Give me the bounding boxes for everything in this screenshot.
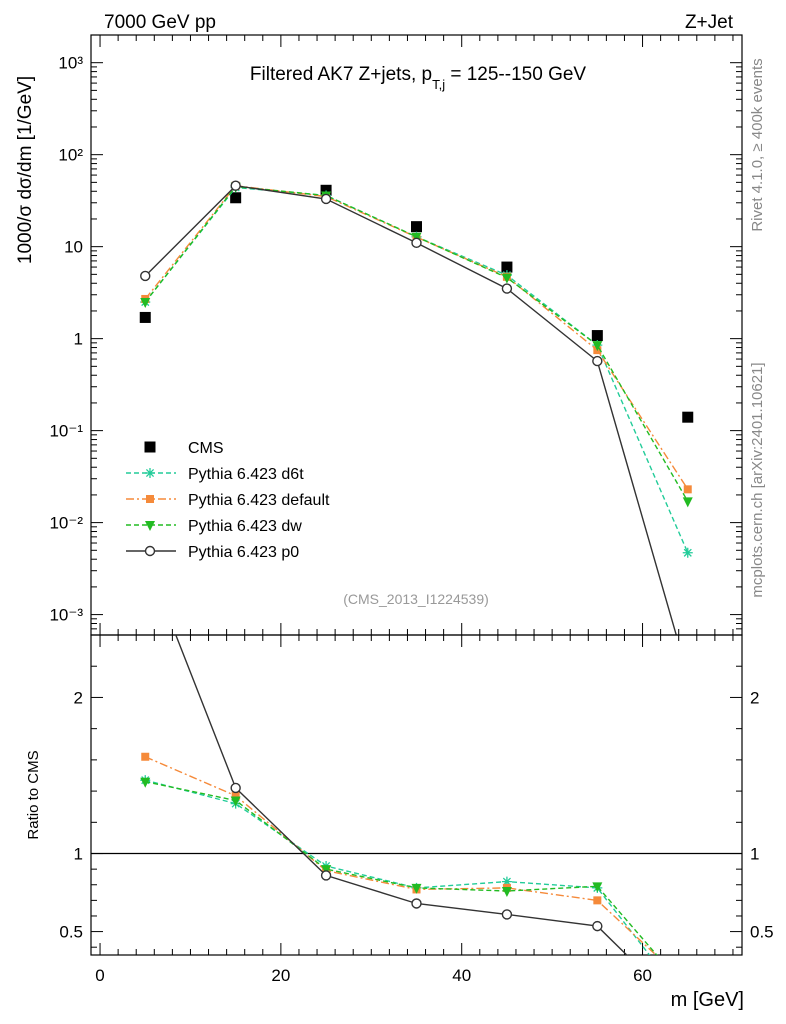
main-ytick-label: 10⁻³ <box>49 606 83 625</box>
main-ylabel: 1000/σ dσ/dm [1/GeV] <box>15 76 36 264</box>
main-point-cms <box>230 192 242 204</box>
xtick-label: 0 <box>95 966 104 985</box>
ratio-point-pythia-6-423-d6t <box>501 876 512 887</box>
main-point-pythia-6-423-p0 <box>411 237 422 249</box>
energy-label: 7000 GeV pp <box>104 12 216 33</box>
main-ytick-label: 10² <box>58 146 83 165</box>
mcplots-label: mcplots.cern.ch [arXiv:2401.10621] <box>749 362 766 597</box>
main-title: Filtered AK7 Z+jets, pT,j = 125--150 GeV <box>250 64 587 92</box>
main-axis-ticks <box>91 34 742 636</box>
main-ytick-label: 10⁻² <box>49 514 83 533</box>
xtick-label: 60 <box>633 966 652 985</box>
ratio-point-pythia-6-423-default <box>684 981 692 989</box>
legend-entry-cms: CMS <box>144 440 224 457</box>
ratio-point-pythia-6-423-default <box>231 791 240 800</box>
ratio-point-pythia-6-423-p0 <box>320 870 332 881</box>
legend-entry-pythia-6-423-d6t: Pythia 6.423 d6t <box>126 466 304 483</box>
main-series-pythia-6-423-p0 <box>140 180 677 635</box>
ratio-series-pythia-6-423-dw <box>140 777 658 955</box>
ratio-ylabel: Ratio to CMS <box>25 750 42 839</box>
main-point-pythia-6-423-dw <box>682 497 693 508</box>
main-point-cms <box>501 261 513 273</box>
ratio-ytick-label-left: 1 <box>74 845 83 864</box>
ratio-axis-ticks <box>91 635 742 955</box>
main-point-pythia-6-423-d6t <box>682 547 693 558</box>
ratio-series <box>140 635 692 989</box>
process-label: Z+Jet <box>685 12 734 33</box>
ratio-point-pythia-6-423-default <box>141 752 150 761</box>
main-point-pythia-6-423-dw <box>140 298 151 309</box>
main-point-pythia-6-423-p0 <box>320 193 332 205</box>
ratio-point-pythia-6-423-default <box>593 896 602 905</box>
ratio-line-pythia-6-423-p0 <box>175 635 628 955</box>
ratio-point-pythia-6-423-dw <box>230 796 241 807</box>
main-title-tail: = 125--150 GeV <box>445 64 586 85</box>
main-ytick-label: 10⁻¹ <box>49 422 83 441</box>
main-point-pythia-6-423-default <box>683 485 692 494</box>
ratio-plot-frame <box>90 634 743 956</box>
main-point-cms <box>682 411 694 423</box>
main-point-cms <box>139 311 151 323</box>
main-point-pythia-6-423-dw <box>501 273 512 284</box>
main-point-cms <box>591 330 603 342</box>
ratio-point-pythia-6-423-dw <box>140 777 151 788</box>
main-point-pythia-6-423-p0 <box>140 270 151 282</box>
legend-label: Pythia 6.423 default <box>188 492 330 509</box>
ratio-point-pythia-6-423-p0 <box>501 909 513 920</box>
ratio-ytick-label-left: 0.5 <box>59 923 83 942</box>
xtick-label: 20 <box>271 966 290 985</box>
ratio-point-pythia-6-423-dw <box>321 865 332 876</box>
ratio-ytick-label-left: 2 <box>74 688 83 707</box>
legend-marker <box>145 468 155 478</box>
legend-marker <box>144 545 156 557</box>
main-title-subscript: T,j <box>432 77 445 92</box>
legend-entry-pythia-6-423-p0: Pythia 6.423 p0 <box>126 544 299 561</box>
main-series-cms <box>139 184 694 423</box>
main-ytick-label: 10³ <box>58 54 83 73</box>
main-series <box>139 180 694 635</box>
legend-label: CMS <box>188 440 224 457</box>
analysis-id: (CMS_2013_I1224539) <box>343 591 489 607</box>
main-ytick-labels: 10⁻³ 10⁻² 10⁻¹ 1 10 10² 10³ <box>49 54 83 625</box>
ratio-point-pythia-6-423-dw <box>592 882 603 893</box>
ratio-point-pythia-6-423-p0 <box>592 920 603 932</box>
ratio-ytick-label-right: 1 <box>750 845 759 864</box>
ratio-point-pythia-6-423-p0 <box>230 782 241 794</box>
ratio-point-pythia-6-423-p0 <box>411 898 422 909</box>
legend-entry-pythia-6-423-dw: Pythia 6.423 dw <box>126 518 302 535</box>
main-point-pythia-6-423-dw <box>592 341 603 352</box>
legend-label: Pythia 6.423 p0 <box>188 544 299 561</box>
legend: CMS Pythia 6.423 d6t Pythia 6.423 default P… <box>126 440 330 561</box>
main-point-pythia-6-423-p0 <box>592 355 603 367</box>
main-point-pythia-6-423-p0 <box>230 180 241 191</box>
main-point-cms <box>411 221 422 233</box>
x-axis-label: m [GeV] <box>671 989 744 1011</box>
rivet-label: Rivet 4.1.0, ≥ 400k events <box>749 58 766 231</box>
legend-entry-pythia-6-423-default: Pythia 6.423 default <box>126 492 330 509</box>
ratio-tick-labels: 0.5 0.51 12 20 20 40 60 <box>59 688 773 985</box>
legend-label: Pythia 6.423 d6t <box>188 466 304 483</box>
legend-marker <box>146 495 154 503</box>
main-ytick-label: 1 <box>74 330 83 349</box>
legend-label: Pythia 6.423 dw <box>188 518 302 535</box>
main-point-pythia-6-423-p0 <box>501 283 513 294</box>
ratio-ytick-label-right: 2 <box>750 688 759 707</box>
ratio-ytick-label-right: 0.5 <box>750 923 774 942</box>
ratio-series-pythia-6-423-default <box>141 752 692 989</box>
ratio-point-pythia-6-423-dw <box>411 883 422 894</box>
legend-marker <box>145 521 155 531</box>
ratio-point-pythia-6-423-dw <box>501 887 512 897</box>
main-title-text: Filtered AK7 Z+jets, p <box>250 64 432 85</box>
xtick-label: 40 <box>452 966 471 985</box>
ratio-series-pythia-6-423-p0 <box>175 635 628 955</box>
main-point-cms <box>320 184 332 196</box>
legend-marker <box>144 441 156 453</box>
main-ytick-label: 10 <box>64 238 83 257</box>
